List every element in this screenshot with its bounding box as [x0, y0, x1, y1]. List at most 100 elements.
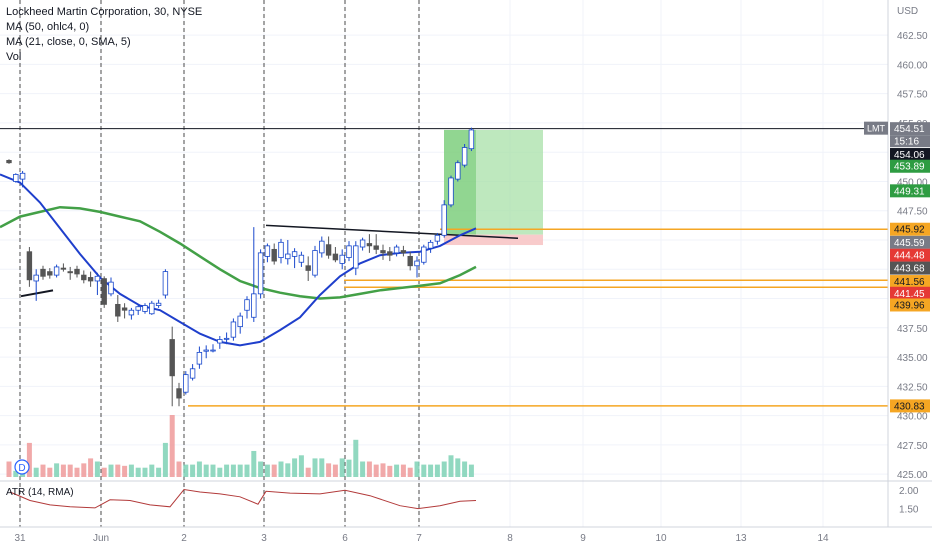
time-tick-label: 14 — [817, 533, 829, 544]
candle — [257, 249, 264, 299]
candle — [414, 256, 420, 278]
candle — [468, 127, 475, 152]
candle-body — [115, 303, 121, 317]
volume-bar — [183, 464, 189, 477]
volume-bar — [346, 459, 352, 477]
price-axis-label-text: 445.59 — [894, 238, 925, 249]
candle — [264, 243, 271, 263]
volume-bar — [264, 464, 270, 477]
volume-bar — [394, 464, 400, 477]
price-axis-label-text: 441.45 — [894, 289, 925, 300]
volume-bar — [373, 464, 379, 477]
candle — [169, 326, 175, 407]
candle-body — [230, 321, 237, 338]
volume-bar — [169, 415, 175, 477]
price-tick-label: 430.00 — [897, 412, 928, 423]
price-axis-label: 441.56 — [890, 275, 930, 289]
candle — [339, 249, 345, 270]
candle — [278, 238, 284, 264]
candle-body — [271, 248, 277, 262]
volume-bar — [210, 464, 216, 477]
volume-bar — [88, 458, 94, 477]
price-axis-label-bg — [890, 286, 930, 300]
volume-bar — [414, 461, 420, 477]
candle — [305, 256, 311, 281]
price-axis-label-text: 454.51 — [894, 124, 925, 135]
price-axis-label-bg — [890, 122, 930, 136]
candle-body — [285, 253, 291, 260]
volume-bar — [455, 458, 461, 477]
legend-volume[interactable]: Vol — [6, 51, 22, 63]
volume-bar — [434, 464, 440, 477]
price-axis-label-text: 439.96 — [894, 300, 925, 311]
candle — [87, 271, 94, 287]
candle-body — [74, 268, 80, 275]
candle — [81, 270, 87, 284]
volume-bar — [332, 464, 338, 477]
candle-body — [128, 309, 135, 316]
volume-bar — [360, 461, 366, 477]
price-tick-label: 427.50 — [897, 441, 928, 452]
candle — [217, 336, 223, 349]
candle — [149, 300, 155, 315]
candle-body — [414, 260, 420, 267]
volume-bar — [156, 467, 162, 477]
candle-body — [210, 349, 216, 352]
candle — [142, 303, 148, 314]
atr-legend[interactable]: ATR (14, RMA) — [6, 487, 74, 498]
candle-body — [223, 337, 230, 340]
price-axis-label: 454.51 15:16 — [890, 122, 930, 148]
price-axis-label-bg — [890, 399, 930, 413]
price-tick-label: 425.00 — [897, 470, 928, 481]
volume-bar — [258, 461, 264, 477]
volume-bar — [115, 464, 121, 477]
candle — [393, 244, 400, 257]
candle-body — [53, 266, 60, 276]
candle-body — [427, 241, 434, 249]
price-tick-label: 432.50 — [897, 382, 928, 393]
price-axis-label: 454.06 — [890, 148, 930, 162]
candle-body — [33, 274, 39, 282]
time-tick-label: 9 — [580, 533, 586, 544]
legend-ma-50[interactable]: MA (50, ohlc4, 0) — [6, 21, 90, 33]
countdown-bg — [890, 135, 930, 148]
candle-body — [257, 252, 264, 295]
candle — [183, 371, 189, 395]
candle-body — [455, 162, 461, 180]
candle-body — [319, 240, 325, 254]
price-axis-label-text: 449.31 — [894, 186, 925, 197]
candle — [400, 245, 407, 257]
candle-body — [237, 315, 243, 328]
volume-bar — [468, 464, 474, 477]
price-axis-label-text: 441.56 — [894, 277, 925, 288]
candle — [251, 227, 257, 322]
volume-bar — [387, 465, 393, 477]
time-tick-label: 10 — [655, 533, 667, 544]
candle — [19, 170, 26, 188]
candle-body — [87, 277, 94, 282]
candle — [325, 236, 332, 259]
candle — [407, 251, 413, 271]
candle-body — [353, 245, 359, 269]
volume-bar — [428, 464, 434, 477]
candle — [387, 247, 393, 262]
chart-legend: Lockheed Martin Corporation, 30, NYSE MA… — [6, 5, 202, 65]
volume-bar — [224, 464, 230, 477]
volume-bar — [230, 464, 236, 477]
symbol-tag — [864, 121, 888, 135]
price-axis-label: 439.96 — [890, 298, 930, 312]
atr-tick-label: 1.50 — [899, 505, 919, 516]
candle-body — [387, 251, 393, 256]
price-axis-label: 444.48 — [890, 248, 930, 262]
time-tick-label: 2 — [181, 533, 187, 544]
volume-bar — [94, 461, 100, 477]
price-axis-label: 443.68 — [890, 261, 930, 275]
candle-body — [13, 174, 19, 182]
legend-ma-21[interactable]: MA (21, close, 0, SMA, 5) — [6, 36, 131, 48]
candle-body — [101, 278, 107, 305]
candle-body — [400, 250, 407, 254]
symbol-title[interactable]: Lockheed Martin Corporation, 30, NYSE — [6, 6, 203, 18]
volume-bar — [380, 463, 386, 477]
candle-body — [183, 374, 189, 393]
